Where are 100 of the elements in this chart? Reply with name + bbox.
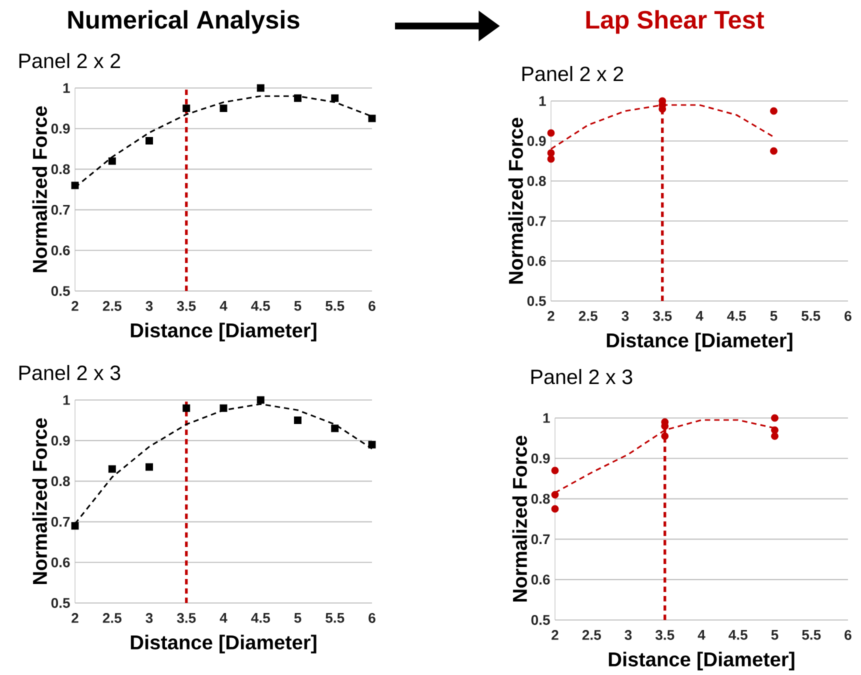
y-tick-label: 0.5 [531,615,550,625]
y-tick-label: 0.8 [51,476,70,486]
x-tick-label: 4.5 [727,311,746,321]
point [256,396,264,404]
y-tick-label: 0.7 [527,216,546,226]
chart-title: Numerical Analysis [68,10,300,34]
x-tick-label: 6 [368,613,376,623]
point [770,107,778,115]
point [182,404,190,412]
y-tick-label: 0.8 [527,176,546,186]
point [146,137,153,145]
point [108,465,116,473]
point [547,129,555,137]
point [551,466,559,474]
chart-title: Panel 2 x 3 [531,369,632,384]
chart-title: Lap Shear Test [586,10,764,34]
point [661,432,669,440]
y-tick-label: 0.6 [51,245,70,256]
y-axis-title: Normalized Force [508,118,523,284]
x-tick-label: 4 [696,311,704,321]
chart-title: Panel 2 x 3 [19,365,120,380]
x-tick-label: 2 [72,301,78,311]
y-tick-label: 0.9 [527,136,546,146]
x-tick-label: 4 [220,613,228,623]
point [551,491,559,498]
point [146,463,153,471]
point [368,440,376,448]
x-tick-label: 2.5 [102,613,122,623]
y-tick-label: 0.9 [531,453,550,464]
chart-subtitle: Panel 2 x 2 [522,66,624,82]
x-tick-label: 5 [294,613,302,623]
x-tick-label: 3.5 [655,630,674,640]
x-tick-label: 3 [624,630,632,640]
point [331,424,339,432]
x-axis-title: Distance [Diameter] [130,634,316,654]
x-tick-label: 3 [146,613,153,623]
x-tick-label: 4 [220,301,228,311]
y-tick-label: 0.7 [51,516,70,527]
y-tick-label: 0.5 [51,286,70,296]
point [771,414,778,422]
x-tick-label: 4.5 [728,630,748,640]
x-tick-label: 6 [844,630,852,640]
x-tick-label: 5.5 [326,301,344,311]
x-tick-label: 4.5 [251,301,270,311]
y-tick-label: 0.6 [531,574,550,585]
y-tick-label: 1 [63,395,70,405]
y-tick-label: 0.7 [51,204,70,215]
x-tick-label: 5 [771,630,778,640]
x-tick-label: 3.5 [176,301,196,311]
y-tick-label: 0.5 [527,296,546,306]
y-tick-label: 1 [63,83,70,93]
x-tick-label: 3.5 [176,613,196,623]
x-tick-label: 3 [146,301,153,311]
point [108,157,116,165]
x-axis-title: Distance [Diameter] [130,322,316,342]
y-tick-label: 0.9 [51,124,70,134]
point [551,505,559,513]
point [770,147,778,155]
y-tick-label: 0.7 [531,534,550,544]
point [71,522,79,530]
point [771,432,778,440]
x-tick-label: 2.5 [578,311,598,321]
x-tick-label: 2.5 [102,301,122,311]
x-tick-label: 2.5 [582,630,601,640]
x-tick-label: 6 [844,311,852,321]
x-tick-label: 3.5 [652,311,672,321]
x-tick-label: 4.5 [251,613,270,623]
x-tick-label: 4 [698,630,706,640]
x-tick-label: 3 [622,311,629,321]
point [547,155,555,163]
point [71,182,79,190]
chart-subtitle: Panel 2 x 2 [19,53,120,68]
y-axis-title: Normalized Force [32,418,48,584]
x-tick-label: 5.5 [802,630,821,640]
point [547,149,555,157]
y-axis-title: Normalized Force [32,106,48,272]
x-tick-label: 5.5 [326,613,344,623]
y-tick-label: 0.6 [51,557,70,568]
x-tick-label: 2 [552,630,558,640]
y-tick-label: 0.6 [527,256,546,266]
y-axis-title: Normalized Force [512,436,527,602]
x-tick-label: 5 [770,311,778,321]
y-tick-label: 0.9 [51,436,70,446]
x-tick-label: 2 [72,613,78,623]
point [220,104,228,112]
point [294,94,302,102]
point [182,104,190,112]
y-tick-label: 1 [539,96,546,106]
x-tick-label: 2 [548,311,554,321]
point [294,416,302,424]
y-tick-label: 0.8 [51,164,70,174]
point [331,94,339,102]
point [771,426,778,434]
point [368,114,376,122]
x-axis-title: Distance [Diameter] [606,332,792,352]
y-tick-label: 0.5 [51,598,70,608]
x-tick-label: 6 [368,301,376,311]
x-tick-label: 5.5 [802,311,820,321]
x-tick-label: 5 [294,301,302,311]
y-tick-label: 1 [543,413,550,423]
